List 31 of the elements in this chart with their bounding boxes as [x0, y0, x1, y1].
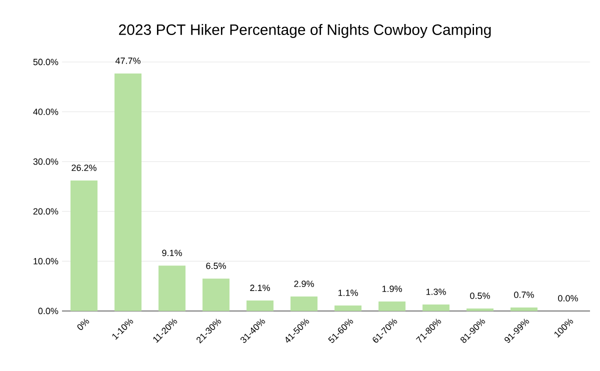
y-tick-label: 50.0% [33, 58, 58, 66]
bar [290, 296, 318, 311]
x-tick-label: 0% [77, 318, 90, 330]
data-label: 0.7% [514, 292, 534, 298]
data-label: 0.0% [558, 295, 578, 302]
bar [466, 308, 494, 311]
data-label: 2.1% [250, 284, 270, 291]
y-tick-label: 20.0% [33, 208, 58, 215]
data-label: 26.2% [72, 164, 96, 171]
bar [114, 73, 142, 311]
bar [378, 302, 406, 311]
bar [246, 300, 274, 311]
y-tick-label: 10.0% [34, 258, 58, 264]
bar [510, 308, 538, 311]
data-label: 47.7% [115, 58, 140, 64]
data-label: 0.5% [470, 292, 490, 299]
bar [158, 266, 186, 311]
bar [334, 306, 362, 311]
data-label: 1.3% [426, 288, 446, 295]
data-label: 2.9% [294, 280, 314, 288]
data-label: 6.5% [206, 262, 226, 270]
data-label: 1.1% [338, 290, 358, 296]
y-tick-label: 30.0% [33, 158, 58, 165]
chart-title: 2023 PCT Hiker Percentage of Nights Cowboy Camping [119, 24, 491, 38]
y-tick-label: 0.0% [38, 308, 58, 314]
data-label: 9.1% [162, 250, 182, 256]
data-label: 1.9% [382, 286, 402, 292]
y-tick-label: 40.0% [33, 108, 58, 115]
bar [202, 278, 230, 311]
bar [422, 304, 450, 311]
bar [70, 180, 98, 311]
